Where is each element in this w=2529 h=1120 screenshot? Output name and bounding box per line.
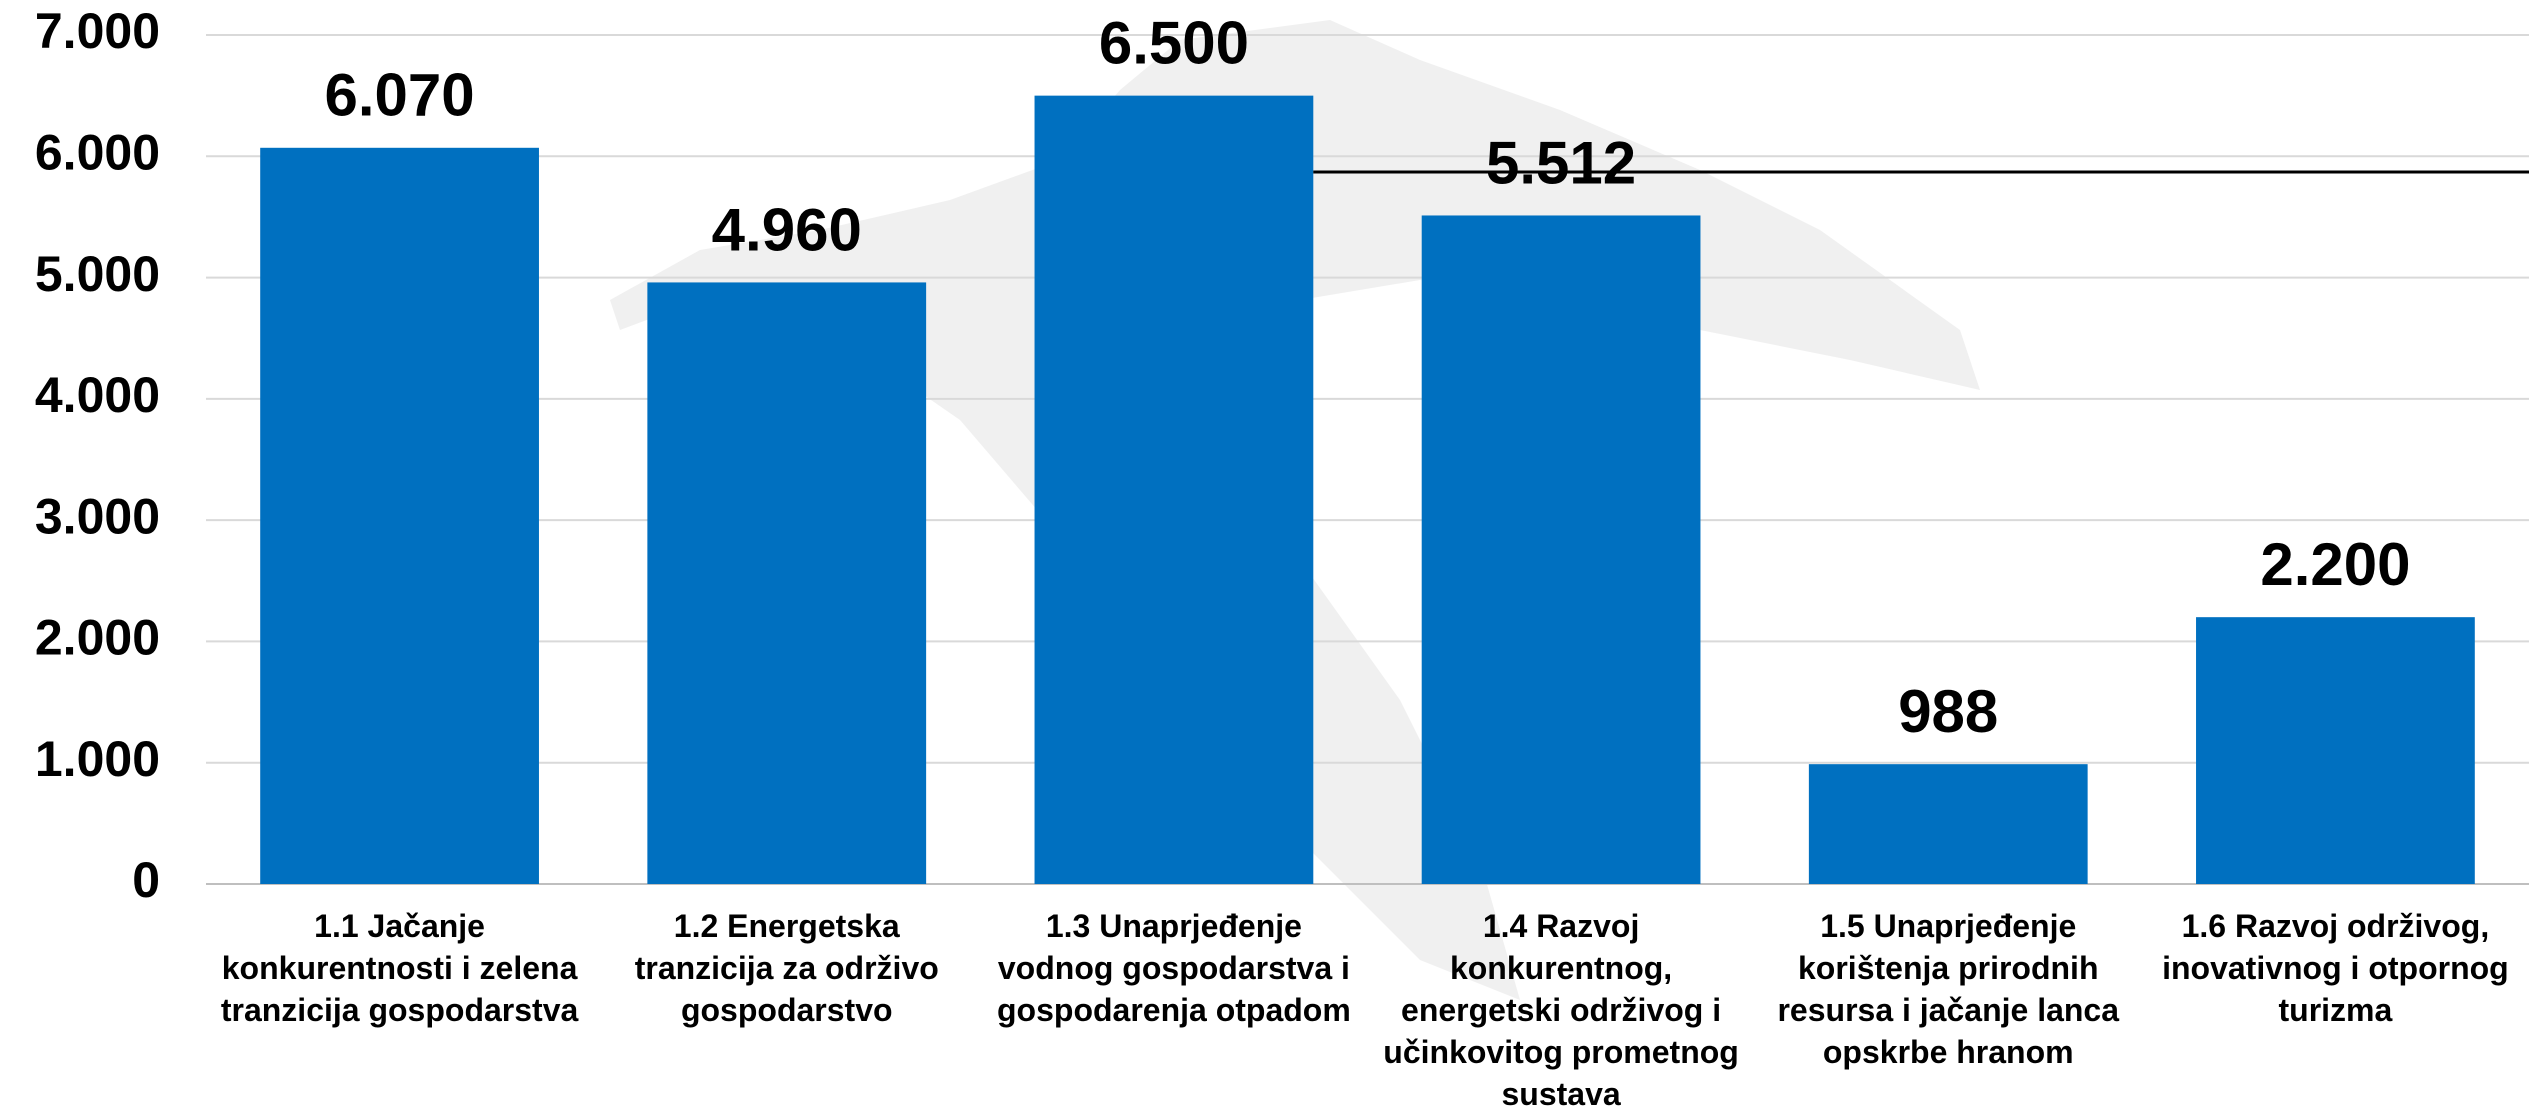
x-tick-label: 1.6 Razvoj održivog, inovativnog i otpor… [2162,908,2509,1028]
y-tick-label: 6.000 [35,124,160,180]
y-tick-label: 7.000 [35,3,160,59]
y-tick-label: 3.000 [35,488,160,544]
y-tick-label: 2.000 [35,610,160,666]
data-label: 2.200 [2260,531,2410,598]
bar [260,147,539,884]
x-tick-label: 1.4 Razvoj konkurentnog, energetski održ… [1383,908,1739,1112]
data-label: 6.500 [1099,9,1249,76]
y-tick-label: 0 [132,852,160,908]
x-tick-label: 1.5 Unaprjeđenje korištenja prirodnih re… [1777,908,2120,1070]
y-tick-label: 5.000 [35,246,160,302]
bar [1421,215,1701,884]
data-label: 4.960 [712,196,862,263]
data-label: 6.070 [325,62,475,129]
x-tick-label: 1.2 Energetska tranzicija za održivo gos… [634,908,939,1028]
data-label: 5.512 [1486,129,1636,196]
y-tick-label: 1.000 [35,731,160,787]
bar [2196,617,2475,884]
bar [1808,764,2088,884]
data-label: 988 [1898,678,1998,745]
bar [1034,95,1314,884]
x-tick-label: 1.1 Jačanje konkurentnosti i zelena tran… [220,908,579,1028]
x-tick-label: 1.3 Unaprjeđenje vodnog gospodarstva i g… [997,908,1351,1028]
y-tick-label: 4.000 [35,367,160,423]
bar [647,282,927,884]
